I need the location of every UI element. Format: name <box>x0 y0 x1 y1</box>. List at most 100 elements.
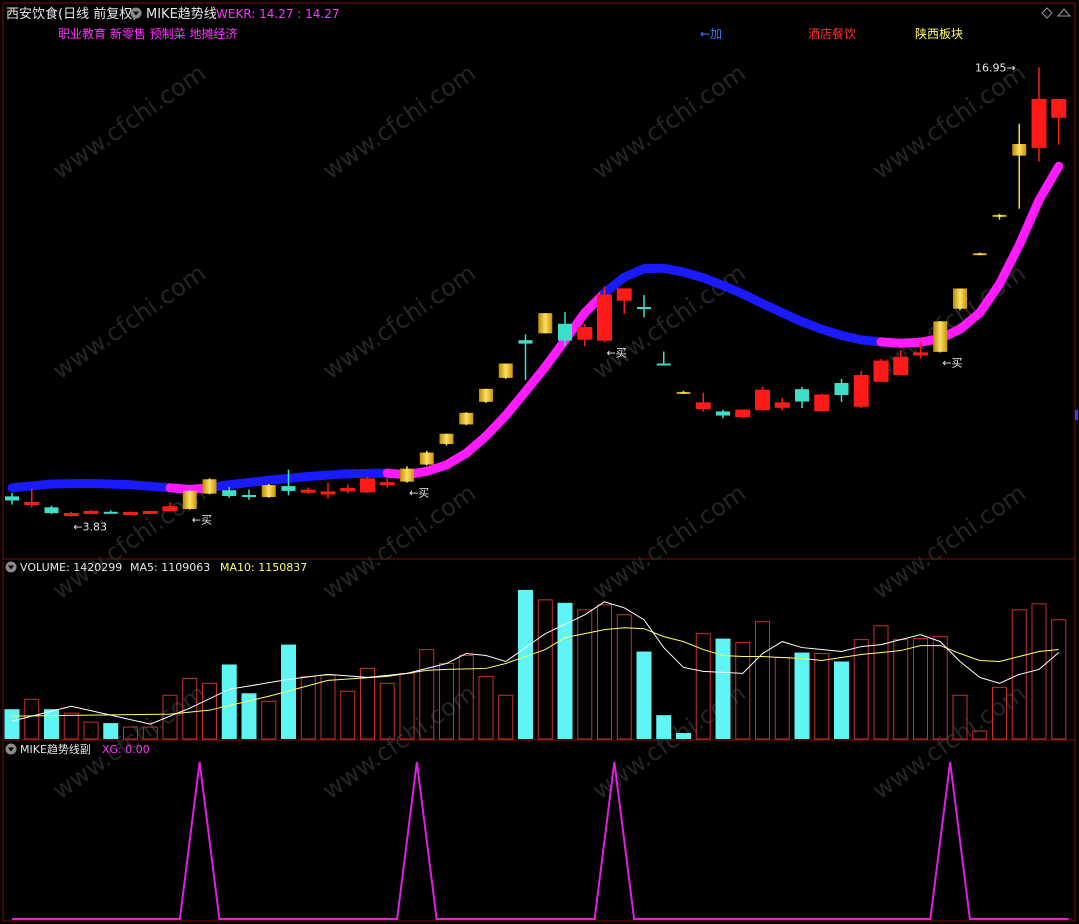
candle <box>44 505 59 515</box>
candle <box>360 476 375 493</box>
candle-body <box>1051 98 1067 118</box>
candle <box>182 490 197 510</box>
volume-bar <box>320 674 336 740</box>
indicator-menu-icon[interactable] <box>130 7 142 19</box>
volume-bar <box>498 694 514 740</box>
volume-bar <box>83 721 99 740</box>
volume-bar <box>873 625 889 740</box>
candle-body <box>103 511 118 514</box>
candle <box>972 252 987 256</box>
candle-body <box>637 306 651 309</box>
volume-bar <box>142 726 158 740</box>
trend-segment <box>501 387 530 421</box>
candle <box>656 351 671 366</box>
candle-body <box>577 327 593 340</box>
buy-signal-label: ←买 <box>409 487 429 500</box>
volume-bar <box>182 677 198 740</box>
trend-segment <box>343 468 392 479</box>
volume-bar <box>557 602 573 739</box>
candle <box>834 378 849 402</box>
candle-body <box>162 506 178 512</box>
volume-bar <box>221 664 237 739</box>
candle <box>795 386 809 409</box>
candle-body <box>518 340 533 344</box>
volume-bar <box>755 621 770 740</box>
candle <box>261 484 276 498</box>
trend-segment <box>224 475 274 490</box>
candle <box>558 312 572 347</box>
wekr-value: WEKR: 14.27 : 14.27 <box>216 7 340 21</box>
candle-body <box>972 253 987 256</box>
candle <box>479 388 493 403</box>
tag-add: ←加 <box>700 27 722 41</box>
volume-bar <box>932 636 948 740</box>
candle <box>774 398 790 411</box>
candle-body <box>320 491 336 495</box>
candle <box>755 386 770 411</box>
volume-bar <box>340 690 356 740</box>
volume-bar <box>676 733 691 739</box>
candle <box>202 478 217 495</box>
volume-bar <box>715 638 731 739</box>
candle <box>814 393 830 412</box>
candle <box>853 370 869 409</box>
candle-body <box>261 485 276 498</box>
candle <box>893 350 909 376</box>
sub-indicator-menu-icon[interactable] <box>5 743 17 755</box>
candle <box>498 363 513 379</box>
candle <box>162 502 178 512</box>
candle-body <box>992 214 1007 217</box>
candle-body <box>676 391 691 394</box>
volume-bar <box>478 675 494 740</box>
candle <box>103 510 118 514</box>
trend-segment <box>1014 195 1044 250</box>
volume-bar <box>814 653 830 740</box>
volume-bars <box>4 589 1067 740</box>
candle-body <box>755 389 770 411</box>
right-edge-marker <box>1075 410 1078 420</box>
candle-body <box>479 388 493 402</box>
trend-segment <box>1034 161 1064 205</box>
candle <box>577 324 593 347</box>
trend-segment <box>540 335 570 372</box>
candle-body <box>202 479 217 494</box>
candle-body <box>340 487 356 492</box>
volume-bar <box>458 655 474 740</box>
tag-shaanxi-sector: 陕西板块 <box>915 26 963 41</box>
volume-bar <box>379 682 395 740</box>
buy-signal-label: ←买 <box>192 514 212 527</box>
candle-body <box>933 321 948 352</box>
trend-segment <box>303 469 353 482</box>
candle-body <box>222 490 237 497</box>
trend-segment <box>7 479 56 493</box>
volume-bar <box>123 726 138 740</box>
price-annotations: ←3.83 16.95→ ←买 ←买 ←买 ←买 <box>73 61 1015 533</box>
candle-body <box>1012 143 1027 156</box>
volume-bar <box>24 698 40 740</box>
trend-segment <box>975 279 1004 318</box>
volume-bar <box>616 614 632 740</box>
candle <box>142 510 158 514</box>
xg-signal-line <box>12 761 1069 920</box>
volume-bar <box>656 715 672 739</box>
window-control-icons[interactable] <box>1041 7 1072 19</box>
candle <box>616 288 632 314</box>
volume-bar <box>1011 609 1027 740</box>
trend-segment <box>86 478 135 490</box>
candle-body <box>400 468 414 482</box>
high-price-label: 16.95→ <box>975 61 1016 74</box>
volume-menu-icon[interactable] <box>5 561 17 573</box>
candle-body <box>834 383 849 395</box>
trend-segment <box>521 362 550 397</box>
tag-hotel-catering: 酒店餐饮 <box>808 26 856 41</box>
candle <box>459 412 474 426</box>
volume-bar <box>537 599 553 740</box>
candle-body <box>1031 98 1047 148</box>
candle-body <box>182 490 197 510</box>
candle-body <box>24 502 40 506</box>
candle <box>281 469 296 496</box>
candle-body <box>735 409 751 418</box>
candle <box>913 341 928 359</box>
candle-body <box>795 389 809 402</box>
